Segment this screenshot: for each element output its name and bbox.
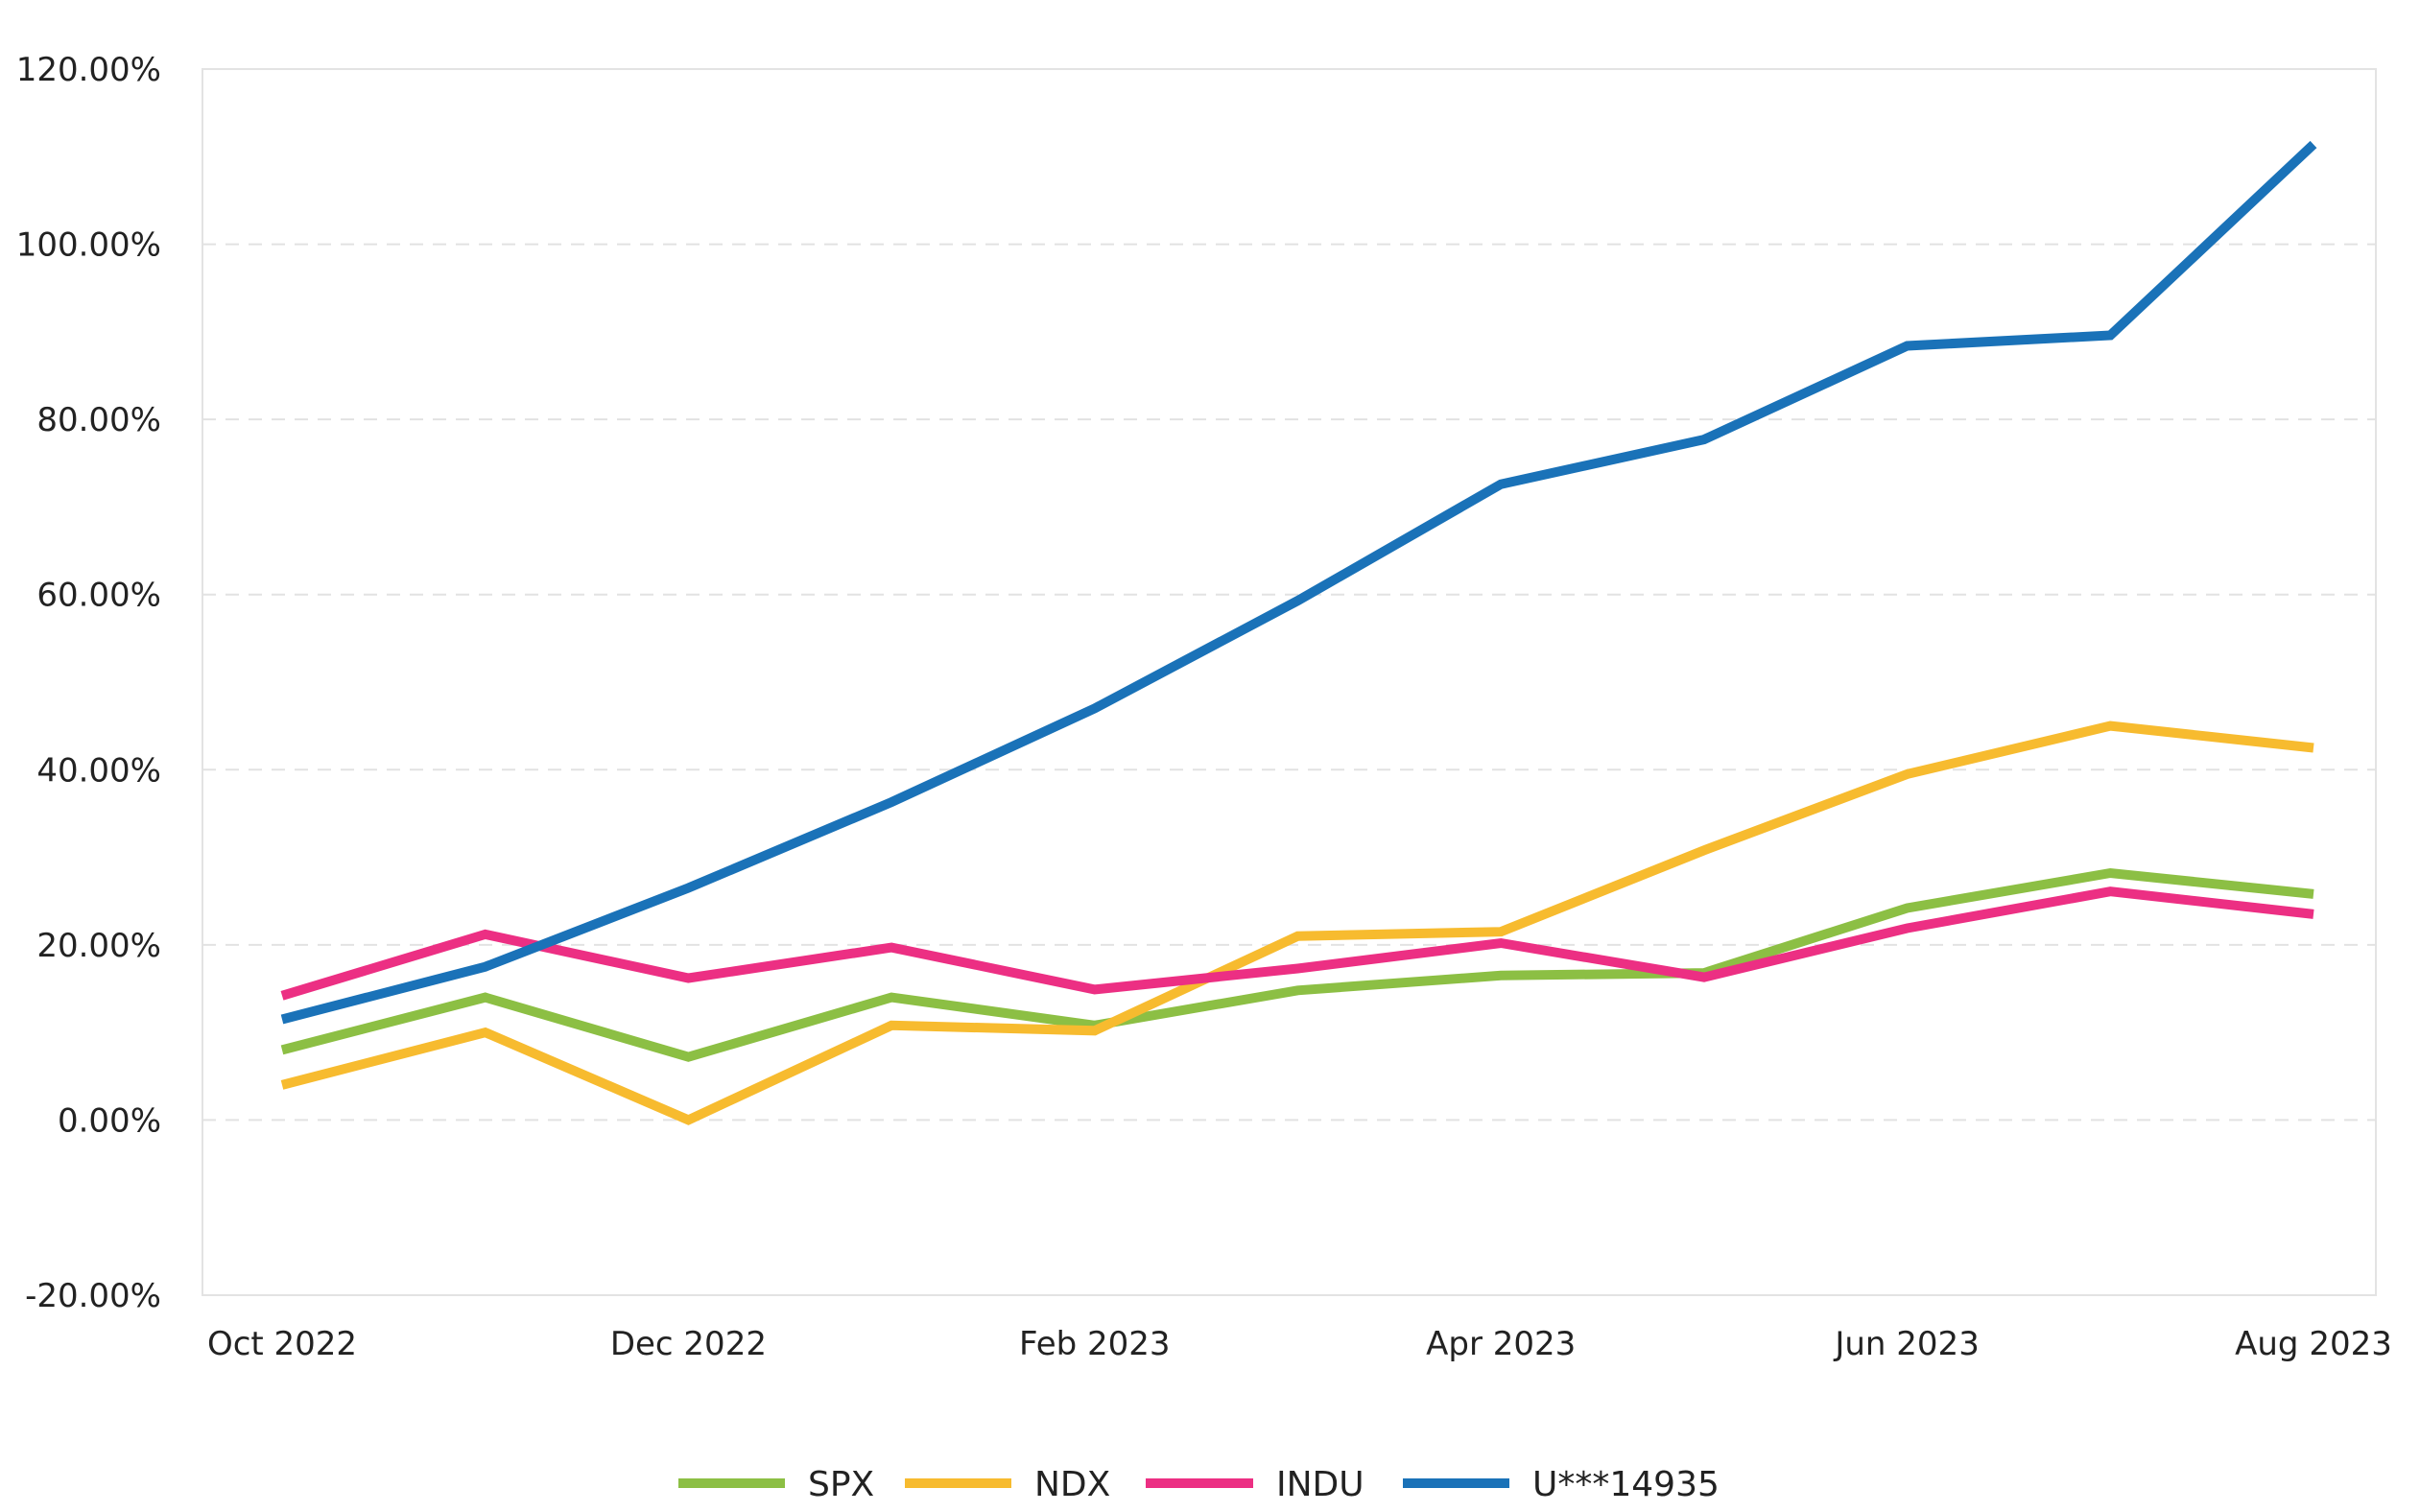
legend: SPX NDX INDU U***14935	[678, 1465, 1720, 1504]
x-tick-label: Jun 2023	[1833, 1325, 1979, 1363]
x-tick-label: Oct 2022	[207, 1325, 357, 1363]
y-tick-label: -20.00%	[25, 1277, 161, 1315]
legend-label: SPX	[808, 1465, 874, 1504]
x-axis-ticks: Oct 2022 Dec 2022 Feb 2023 Apr 2023 Jun 2023…	[207, 1325, 2392, 1363]
plot-frame	[202, 68, 2377, 1296]
y-tick-label: 120.00%	[16, 51, 161, 89]
series-line-ndx	[280, 721, 2314, 1125]
y-tick-label: 100.00%	[16, 226, 161, 265]
series-line-indu	[280, 886, 2314, 1001]
x-tick-label: Aug 2023	[2235, 1325, 2392, 1363]
y-tick-label: 80.00%	[36, 401, 161, 439]
x-tick-label: Dec 2022	[610, 1325, 767, 1363]
legend-label: NDX	[1034, 1465, 1110, 1504]
series-lines	[280, 140, 2317, 1125]
legend-label: INDU	[1276, 1465, 1364, 1504]
y-tick-label: 40.00%	[36, 751, 161, 790]
y-axis-ticks: 120.00% 100.00% 80.00% 60.00% 40.00% 20.00% 0.…	[16, 51, 161, 1315]
series-line-u-14935	[280, 140, 2317, 1025]
y-tick-label: 60.00%	[36, 577, 161, 615]
x-tick-label: Feb 2023	[1019, 1325, 1171, 1363]
x-tick-label: Apr 2023	[1426, 1325, 1576, 1363]
y-tick-label: 20.00%	[36, 927, 161, 965]
legend-label: U***14935	[1532, 1465, 1720, 1504]
series-line-spx	[280, 867, 2314, 1062]
y-tick-label: 0.00%	[58, 1101, 161, 1140]
